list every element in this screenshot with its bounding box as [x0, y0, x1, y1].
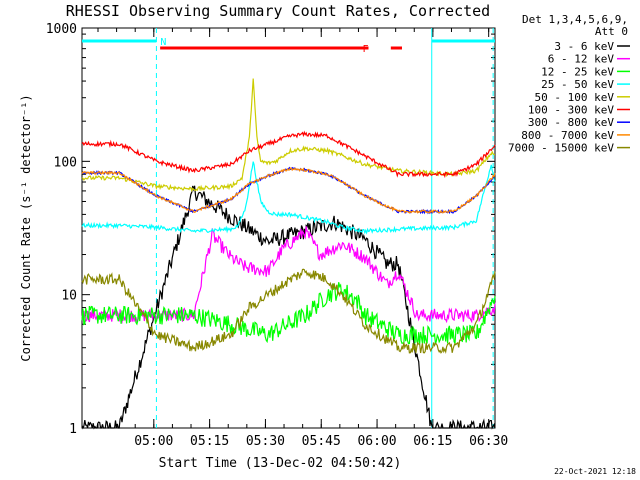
timestamp: 22-Oct-2021 12:18 [554, 467, 636, 476]
x-tick-label: 05:00 [134, 434, 173, 449]
legend-label: 7000 - 15000 keV [508, 142, 614, 155]
series-line [81, 185, 496, 430]
legend-label: 12 - 25 keV [541, 65, 614, 78]
legend-label: 25 - 50 keV [541, 78, 614, 91]
x-tick-label: 06:15 [413, 434, 452, 449]
y-tick-label: 100 [54, 155, 77, 170]
legend-label: 300 - 800 keV [528, 116, 614, 129]
chart-title: RHESSI Observing Summary Count Rates, Co… [66, 2, 490, 20]
x-tick-label: 05:30 [246, 434, 285, 449]
y-tick-label: 1 [69, 422, 77, 437]
y-axis-label: Corrected Count Rate (s⁻¹ detector⁻¹) [19, 94, 33, 361]
legend-label: 6 - 12 keV [548, 53, 615, 66]
legend-header: Det 1,3,4,5,6,9, [522, 13, 628, 26]
legend-label: 50 - 100 keV [535, 91, 615, 104]
flag-label: N [160, 37, 166, 48]
legend-label: 800 - 7000 keV [521, 129, 614, 142]
series-line [81, 161, 496, 235]
legend-header: Att 0 [595, 25, 628, 38]
flag-label: F [362, 44, 368, 55]
x-tick-label: 06:00 [357, 434, 396, 449]
x-axis-label: Start Time (13-Dec-02 04:50:42) [159, 456, 402, 471]
series-line [81, 130, 496, 179]
plot-frame [81, 27, 496, 429]
series-line [81, 268, 496, 355]
x-tick-label: 05:45 [302, 434, 341, 449]
series-line [81, 78, 496, 193]
y-tick-label: 1000 [46, 22, 77, 37]
legend-label: 100 - 300 keV [528, 104, 614, 117]
series-line [81, 282, 496, 346]
x-tick-label: 06:30 [469, 434, 508, 449]
series-line [81, 167, 496, 214]
x-tick-label: 05:15 [190, 434, 229, 449]
y-tick-label: 10 [61, 289, 77, 304]
legend-label: 3 - 6 keV [554, 40, 614, 53]
series-line [81, 226, 496, 324]
